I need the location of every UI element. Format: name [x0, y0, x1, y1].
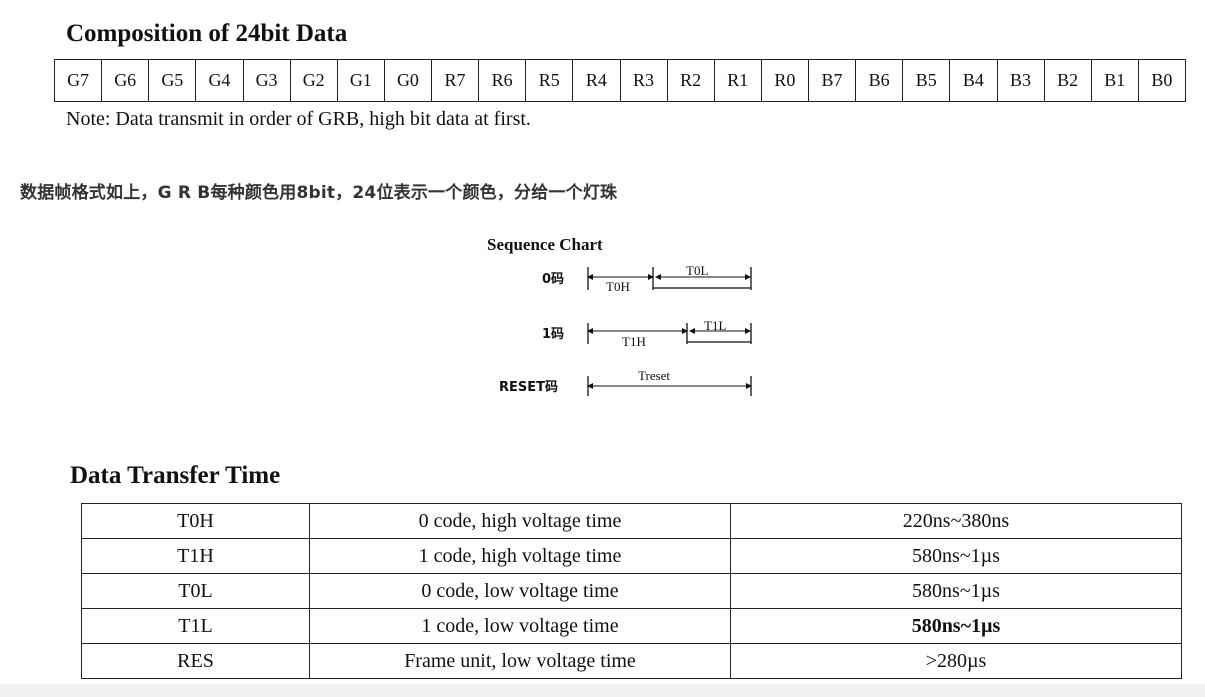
bit-cell: G4 — [195, 59, 244, 102]
timing-name: RES — [81, 643, 310, 679]
timing-description: Frame unit, low voltage time — [309, 643, 731, 679]
bit-cell: R3 — [619, 59, 668, 102]
zero-code-waveform — [587, 267, 752, 290]
timing-name: T1L — [81, 608, 310, 644]
timing-value: 580ns~1µs — [730, 608, 1182, 644]
composition-title: Composition of 24bit Data — [66, 20, 348, 47]
sequence-chart: Sequence Chart 0码 T0H T0L 1码 T1H T1L RES… — [487, 235, 752, 396]
table-row: RES Frame unit, low voltage time >280µs — [81, 643, 1182, 679]
bit-cell: G2 — [289, 59, 338, 102]
chinese-frame-note: 数据帧格式如上，G R B每种颜色用8bit，24位表示一个颜色，分给一个灯珠 — [20, 183, 618, 203]
table-row: T1L 1 code, low voltage time 580ns~1µs — [81, 608, 1182, 644]
bit-cell: R6 — [478, 59, 527, 102]
bit-cell: R5 — [525, 59, 574, 102]
treset-label: Treset — [638, 368, 670, 383]
bit-row: G7 G6 G5 G4 G3 G2 G1 G0 R7 R6 R5 R4 R3 R… — [53, 59, 1187, 102]
t0h-label: T0H — [606, 279, 630, 294]
one-code-waveform — [587, 323, 752, 344]
bit-cell: R7 — [430, 59, 480, 102]
bit-cell: R4 — [572, 59, 621, 102]
timing-name: T0H — [81, 503, 310, 539]
bottom-bar — [0, 684, 1205, 697]
bit-cell: B6 — [855, 59, 904, 102]
bit-cell: B0 — [1137, 59, 1187, 102]
bit-cell: G5 — [148, 59, 197, 102]
bit-cell: B4 — [949, 59, 998, 102]
bit-cell: B3 — [996, 59, 1045, 102]
timing-value: 580ns~1µs — [730, 538, 1182, 574]
bit-cell: G1 — [336, 59, 385, 102]
data-transfer-title: Data Transfer Time — [70, 462, 281, 489]
timing-description: 0 code, low voltage time — [309, 573, 731, 609]
bit-cell: G0 — [383, 59, 433, 102]
transfer-time-table: T0H 0 code, high voltage time 220ns~380n… — [81, 503, 1182, 679]
zero-code-label: 0码 — [542, 272, 564, 287]
bit-cell: R2 — [666, 59, 715, 102]
bit-cell: R1 — [713, 59, 762, 102]
table-row: T0H 0 code, high voltage time 220ns~380n… — [81, 503, 1182, 539]
timing-name: T0L — [81, 573, 310, 609]
bit-cell: B2 — [1043, 59, 1092, 102]
timing-name: T1H — [81, 538, 310, 574]
timing-value: 580ns~1µs — [730, 573, 1182, 609]
timing-value: >280µs — [730, 643, 1182, 679]
sequence-chart-title: Sequence Chart — [487, 235, 603, 254]
bit-cell: B1 — [1090, 59, 1139, 102]
timing-value: 220ns~380ns — [730, 503, 1182, 539]
timing-description: 1 code, low voltage time — [309, 608, 731, 644]
timing-description: 0 code, high voltage time — [309, 503, 731, 539]
one-code-label: 1码 — [542, 327, 564, 342]
bit-composition-table: G7 G6 G5 G4 G3 G2 G1 G0 R7 R6 R5 R4 R3 R… — [53, 59, 1187, 102]
bit-cell: B7 — [807, 59, 857, 102]
table-row: T1H 1 code, high voltage time 580ns~1µs — [81, 538, 1182, 574]
bit-cell: G6 — [101, 59, 150, 102]
bit-cell: R0 — [760, 59, 810, 102]
transmit-note: Note: Data transmit in order of GRB, hig… — [66, 108, 531, 130]
table-row: T0L 0 code, low voltage time 580ns~1µs — [81, 573, 1182, 609]
bit-cell: B5 — [902, 59, 951, 102]
reset-code-label: RESET码 — [499, 380, 558, 395]
t1h-label: T1H — [622, 334, 646, 349]
t0l-label: T0L — [686, 263, 708, 278]
timing-description: 1 code, high voltage time — [309, 538, 731, 574]
reset-waveform — [587, 376, 752, 396]
bit-cell: G3 — [242, 59, 291, 102]
t1l-label: T1L — [704, 318, 726, 333]
bit-cell: G7 — [53, 59, 103, 102]
